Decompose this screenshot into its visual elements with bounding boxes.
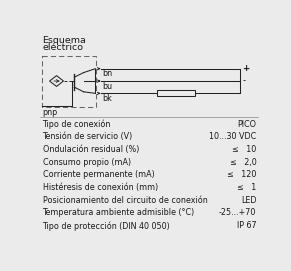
Text: Ondulación residual (%): Ondulación residual (%) — [42, 145, 139, 154]
Text: bn: bn — [102, 69, 112, 79]
Text: LED: LED — [241, 196, 256, 205]
Text: +: + — [242, 64, 250, 73]
Text: IP 67: IP 67 — [237, 221, 256, 230]
Text: 10...30 VDC: 10...30 VDC — [209, 132, 256, 141]
Text: Tensión de servicio (V): Tensión de servicio (V) — [42, 132, 133, 141]
Text: Temperatura ambiente admisible (°C): Temperatura ambiente admisible (°C) — [42, 208, 195, 217]
Text: ≤   120: ≤ 120 — [227, 170, 256, 179]
Text: Consumo propio (mA): Consumo propio (mA) — [42, 158, 131, 167]
Text: Corriente permanente (mA): Corriente permanente (mA) — [42, 170, 154, 179]
Text: Esquema: Esquema — [42, 36, 86, 45]
Text: Tipo de conexión: Tipo de conexión — [42, 120, 111, 129]
Text: pnp: pnp — [42, 108, 58, 117]
Text: Histéresis de conexión (mm): Histéresis de conexión (mm) — [42, 183, 158, 192]
Text: ≤   2,0: ≤ 2,0 — [230, 158, 256, 167]
Bar — [42, 56, 96, 107]
Text: bu: bu — [102, 82, 112, 91]
Text: ≤   1: ≤ 1 — [237, 183, 256, 192]
Text: PICO: PICO — [237, 120, 256, 128]
Text: Tipo de protección (DIN 40 050): Tipo de protección (DIN 40 050) — [42, 221, 170, 231]
Text: -25...+70: -25...+70 — [219, 208, 256, 217]
Text: eléctrico: eléctrico — [42, 43, 84, 51]
Bar — [157, 90, 195, 96]
Text: -: - — [242, 76, 246, 86]
Text: Posicionamiento del circuito de conexión: Posicionamiento del circuito de conexión — [42, 196, 207, 205]
Text: ≤   10: ≤ 10 — [232, 145, 256, 154]
Text: bk: bk — [102, 94, 112, 103]
